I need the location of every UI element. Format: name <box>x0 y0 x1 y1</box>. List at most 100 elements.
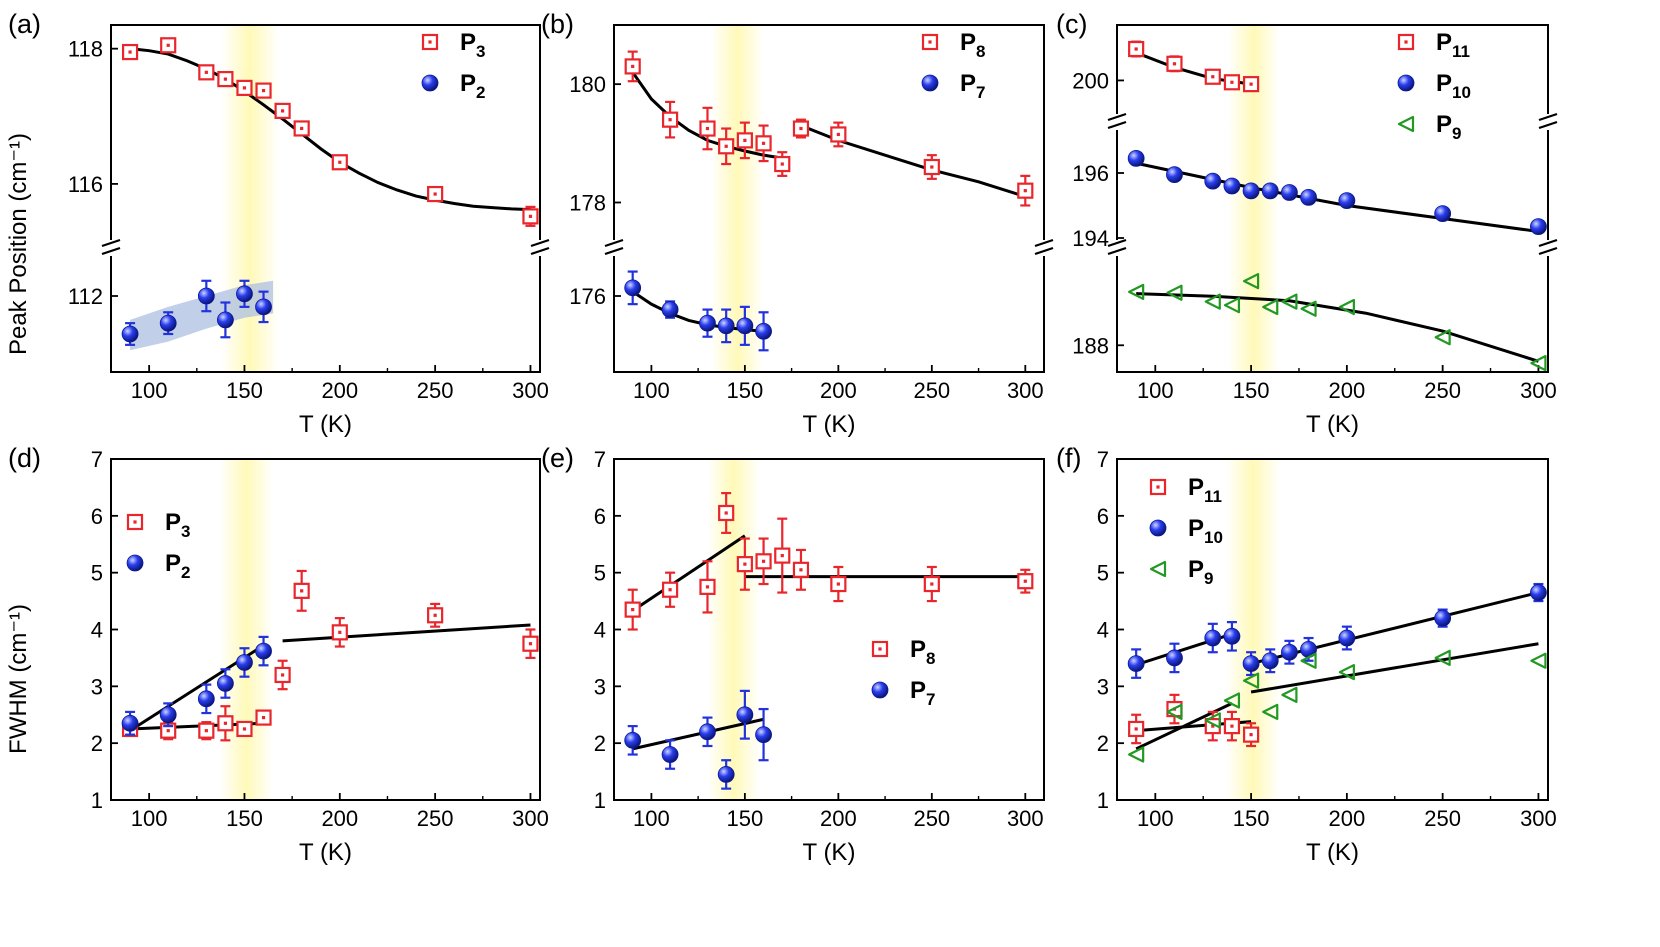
x-tick-label: 250 <box>1424 806 1461 831</box>
data-point <box>1128 283 1145 300</box>
data-point-dot <box>705 585 710 589</box>
x-axis-label: T (K) <box>803 839 856 866</box>
legend-marker-dot <box>1156 485 1160 489</box>
y-tick-label: 4 <box>594 618 606 643</box>
y-tick-label: 6 <box>91 504 103 529</box>
data-point <box>1300 652 1317 669</box>
axis-break-mark <box>1107 120 1127 130</box>
x-tick-label: 300 <box>1007 378 1044 403</box>
x-tick-label: 100 <box>633 378 670 403</box>
data-point <box>1281 293 1298 310</box>
x-tick-label: 150 <box>727 806 764 831</box>
data-point-dot <box>528 214 533 218</box>
series-P8 <box>624 50 1034 207</box>
data-point <box>1338 298 1355 316</box>
fit-line <box>632 717 764 751</box>
x-axis-label: T (K) <box>299 839 352 866</box>
data-point-dot <box>724 144 728 148</box>
legend-marker <box>1149 519 1167 537</box>
y-tick-label: 6 <box>1097 504 1109 529</box>
series-P11 <box>1128 40 1260 93</box>
data-point <box>1166 649 1183 667</box>
data-point <box>1204 172 1222 190</box>
legend-marker <box>1149 560 1167 578</box>
x-tick-label: 150 <box>1233 378 1270 403</box>
data-point-dot <box>930 165 934 169</box>
axis-break-mark <box>1538 246 1558 256</box>
data-point-dot <box>223 77 227 81</box>
data-point <box>1434 649 1451 667</box>
x-tick-label: 100 <box>1137 806 1174 831</box>
fit-line <box>1250 591 1539 666</box>
series-P2 <box>121 635 272 736</box>
x-tick-label: 250 <box>913 378 950 403</box>
series-P11 <box>1128 693 1260 748</box>
plot-frame <box>613 24 1045 373</box>
legend-marker <box>921 74 939 92</box>
panel-c: 100 150 200 250 300 T (K) 200 194 196 188 (c) P11 P1… <box>1056 9 1558 438</box>
data-point <box>1338 629 1356 647</box>
data-point-dot <box>1211 75 1215 79</box>
axis-break-mark <box>1538 120 1558 130</box>
data-point <box>1166 284 1183 301</box>
axis-break-mark <box>1107 112 1127 122</box>
x-tick-label: 200 <box>1329 806 1366 831</box>
data-point-dot <box>433 613 437 617</box>
panel-label: (d) <box>8 443 41 473</box>
data-point <box>1166 166 1183 184</box>
legend-marker-dot <box>133 520 137 524</box>
data-point-dot <box>300 126 304 131</box>
data-point <box>1127 149 1145 167</box>
legend-label: P10 <box>1436 70 1471 102</box>
y-tick-label: 4 <box>1097 618 1109 643</box>
panel-label: (c) <box>1056 9 1087 39</box>
data-point <box>255 642 272 660</box>
y-tick-label: 3 <box>1097 674 1109 699</box>
axis-break-mark <box>1538 112 1558 122</box>
data-point <box>1261 182 1279 200</box>
data-point <box>121 325 139 343</box>
data-point <box>1262 703 1279 721</box>
axis-break-mark <box>604 246 624 256</box>
x-tick-label: 100 <box>633 806 670 831</box>
y-tick-label: 4 <box>91 618 103 643</box>
x-tick-label: 100 <box>131 806 168 831</box>
data-point <box>236 285 253 303</box>
axis-break-mark <box>1107 246 1127 256</box>
data-point-dot <box>128 50 132 54</box>
panel-f: 100 150 200 250 300 T (K) 1 2 3 4 5 6 7 (f) P11 P10 P9 <box>1056 443 1557 866</box>
highlight-band <box>711 25 764 372</box>
x-tick-label: 200 <box>321 378 358 403</box>
y-tick-label: 176 <box>569 284 606 309</box>
series-P9 <box>1128 649 1547 763</box>
data-point-dot <box>261 715 266 720</box>
x-tick-label: 200 <box>820 806 857 831</box>
x-tick-label: 250 <box>417 378 454 403</box>
axis-break-mark <box>604 238 624 248</box>
data-point-dot <box>1134 47 1138 51</box>
y-tick-label: 7 <box>91 447 103 472</box>
data-point <box>1223 177 1241 195</box>
data-point-dot <box>223 721 227 725</box>
y-tick-label: 116 <box>68 172 103 197</box>
plot-frame <box>110 24 541 373</box>
x-tick-label: 300 <box>512 378 549 403</box>
data-point <box>1204 629 1222 647</box>
x-tick-label: 100 <box>1137 378 1174 403</box>
data-point <box>624 279 642 297</box>
axis-break-mark <box>1538 238 1558 248</box>
data-point <box>661 301 679 318</box>
panel-label: (f) <box>1056 443 1081 473</box>
data-point <box>1281 184 1298 201</box>
axis-break-mark <box>1107 238 1127 248</box>
data-point <box>197 690 215 708</box>
data-point-dot <box>1211 724 1215 728</box>
y-tick-label: 1 <box>1097 788 1109 813</box>
data-point-dot <box>799 126 803 131</box>
data-point-dot <box>836 132 840 137</box>
x-tick-label: 300 <box>1007 806 1044 831</box>
data-point <box>1261 652 1279 670</box>
data-point-dot <box>743 138 747 142</box>
y-tick-label: 5 <box>594 561 606 586</box>
